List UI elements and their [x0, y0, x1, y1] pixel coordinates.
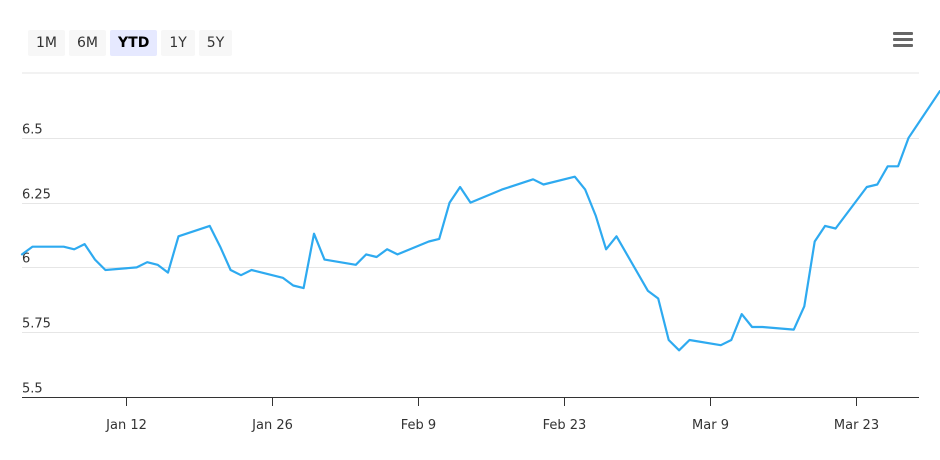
gridlines — [22, 72, 919, 333]
x-tick-label: Feb 9 — [401, 418, 436, 433]
range-button-ytd[interactable]: YTD — [110, 30, 158, 56]
hamburger-menu-icon[interactable] — [891, 30, 917, 52]
x-tick-label: Jan 26 — [251, 418, 293, 433]
range-button-6m[interactable]: 6M — [69, 30, 106, 56]
y-tick-label: 5.5 — [22, 382, 43, 397]
y-tick-label: 6.25 — [22, 188, 51, 203]
x-tick-label: Feb 23 — [543, 418, 587, 433]
x-axis: Jan 12 Jan 26 Feb 9 Feb 23 Mar 9 Mar 23 — [22, 397, 919, 433]
range-button-5y[interactable]: 5Y — [198, 30, 233, 56]
y-tick-label: 6.5 — [22, 123, 43, 138]
range-button-1m[interactable]: 1M — [28, 30, 65, 56]
series-group — [20, 89, 940, 352]
y-tick-label: 6 — [22, 252, 30, 267]
x-tick-label: Mar 9 — [692, 418, 729, 433]
x-tick-label: Mar 23 — [834, 418, 879, 433]
range-button-1y[interactable]: 1Y — [161, 30, 195, 56]
y-axis-ticks: 5.5 5.75 6 6.25 6.5 — [22, 123, 51, 397]
y-tick-label: 5.75 — [22, 317, 51, 332]
x-tick-label: Jan 12 — [105, 418, 147, 433]
series-line — [20, 89, 940, 352]
range-selector: 1M 6M YTD 1Y 5Y — [28, 30, 233, 56]
